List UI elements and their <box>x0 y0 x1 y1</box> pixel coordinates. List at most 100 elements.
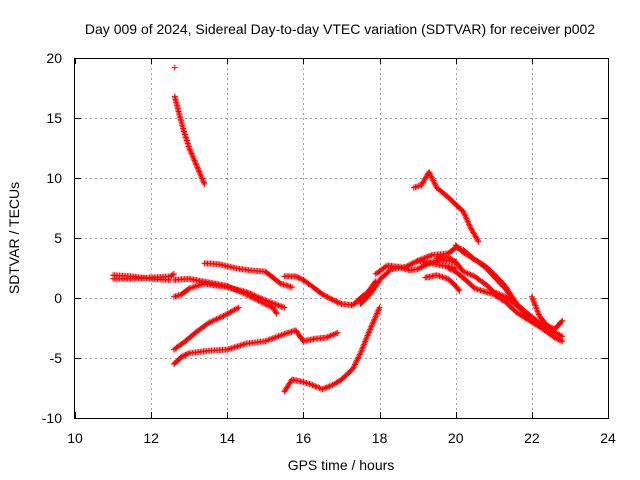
data-point <box>468 272 475 279</box>
data-point <box>319 386 326 393</box>
data-point <box>464 270 471 277</box>
data-point <box>531 299 538 306</box>
data-point <box>193 161 200 168</box>
data-point <box>326 383 333 390</box>
data-point <box>310 382 317 389</box>
data-point <box>309 382 316 388</box>
data-point <box>324 294 331 301</box>
data-point <box>544 322 551 329</box>
data-point <box>409 260 416 267</box>
y-tick-label: 5 <box>54 230 62 246</box>
data-point <box>364 332 371 339</box>
data-point <box>266 299 273 306</box>
data-point <box>370 317 377 324</box>
chart-title: Day 009 of 2024, Sidereal Day-to-day VTE… <box>85 21 595 37</box>
data-point <box>189 151 196 158</box>
data-point <box>373 311 380 318</box>
data-point <box>187 147 194 154</box>
data-point <box>475 238 482 245</box>
data-point <box>181 352 188 359</box>
data-point <box>279 304 286 311</box>
data-point <box>355 354 362 361</box>
grid-layer <box>75 58 608 418</box>
data-point <box>272 301 279 308</box>
data-point <box>192 160 199 167</box>
data-point <box>531 301 538 308</box>
data-point <box>415 265 422 272</box>
data-point <box>368 323 375 330</box>
data-point <box>186 146 193 153</box>
data-point <box>192 158 199 165</box>
data-point <box>416 257 423 264</box>
data-point <box>275 333 282 340</box>
data-point <box>467 224 474 230</box>
data-point <box>330 331 337 338</box>
data-point <box>363 335 370 342</box>
data-point <box>559 338 566 345</box>
data-point <box>190 154 197 161</box>
data-point <box>196 168 203 175</box>
data-point <box>407 261 414 268</box>
data-point <box>214 315 221 322</box>
data-point <box>289 284 296 291</box>
data-point <box>281 304 288 311</box>
data-point <box>326 333 333 340</box>
data-point <box>315 384 322 391</box>
data-point <box>371 316 378 323</box>
data-point <box>333 298 340 305</box>
data-point <box>251 292 258 299</box>
data-point <box>382 263 389 270</box>
data-point <box>362 336 369 343</box>
data-point <box>465 219 472 226</box>
data-point <box>196 169 203 176</box>
data-point <box>170 271 177 277</box>
data-point <box>367 325 374 332</box>
data-point <box>328 296 335 303</box>
data-point <box>217 314 224 321</box>
data-point <box>243 289 250 295</box>
data-point <box>216 314 223 321</box>
data-point <box>528 293 535 300</box>
data-point <box>464 218 471 225</box>
data-point <box>328 382 335 389</box>
data-series <box>170 327 341 367</box>
data-point <box>269 335 276 342</box>
data-point <box>421 255 428 262</box>
x-tick-label: 14 <box>219 430 235 446</box>
data-point <box>294 274 301 280</box>
data-point <box>558 318 565 325</box>
data-point <box>274 301 281 308</box>
y-tick-label: 10 <box>46 170 62 186</box>
data-point <box>445 265 452 271</box>
data-point <box>265 337 272 344</box>
data-point <box>183 351 190 358</box>
data-point <box>244 289 251 296</box>
data-point <box>527 315 534 322</box>
data-point <box>277 302 283 309</box>
data-point <box>427 252 434 259</box>
data-point <box>296 275 303 282</box>
y-tick-label: 20 <box>46 50 62 66</box>
data-point <box>198 174 205 181</box>
data-point <box>235 304 242 311</box>
data-point <box>466 271 473 277</box>
data-point <box>323 293 330 300</box>
data-point <box>234 305 241 312</box>
data-point <box>334 299 341 306</box>
data-point <box>278 332 285 339</box>
data-point <box>255 294 262 301</box>
data-point <box>169 271 176 278</box>
data-point <box>528 316 535 323</box>
data-point <box>426 169 433 175</box>
data-point <box>276 279 283 286</box>
data-point <box>358 348 365 355</box>
data-point <box>358 347 365 354</box>
data-point <box>414 257 421 264</box>
data-point <box>189 153 196 160</box>
tick-layer: 10 12 14 16 18 20 22 24 -10 -5 0 5 10 15 20 <box>42 50 616 446</box>
data-series <box>410 169 482 245</box>
data-point <box>351 361 358 368</box>
data-point <box>420 262 427 269</box>
data-point <box>252 293 259 300</box>
data-point <box>467 271 474 278</box>
